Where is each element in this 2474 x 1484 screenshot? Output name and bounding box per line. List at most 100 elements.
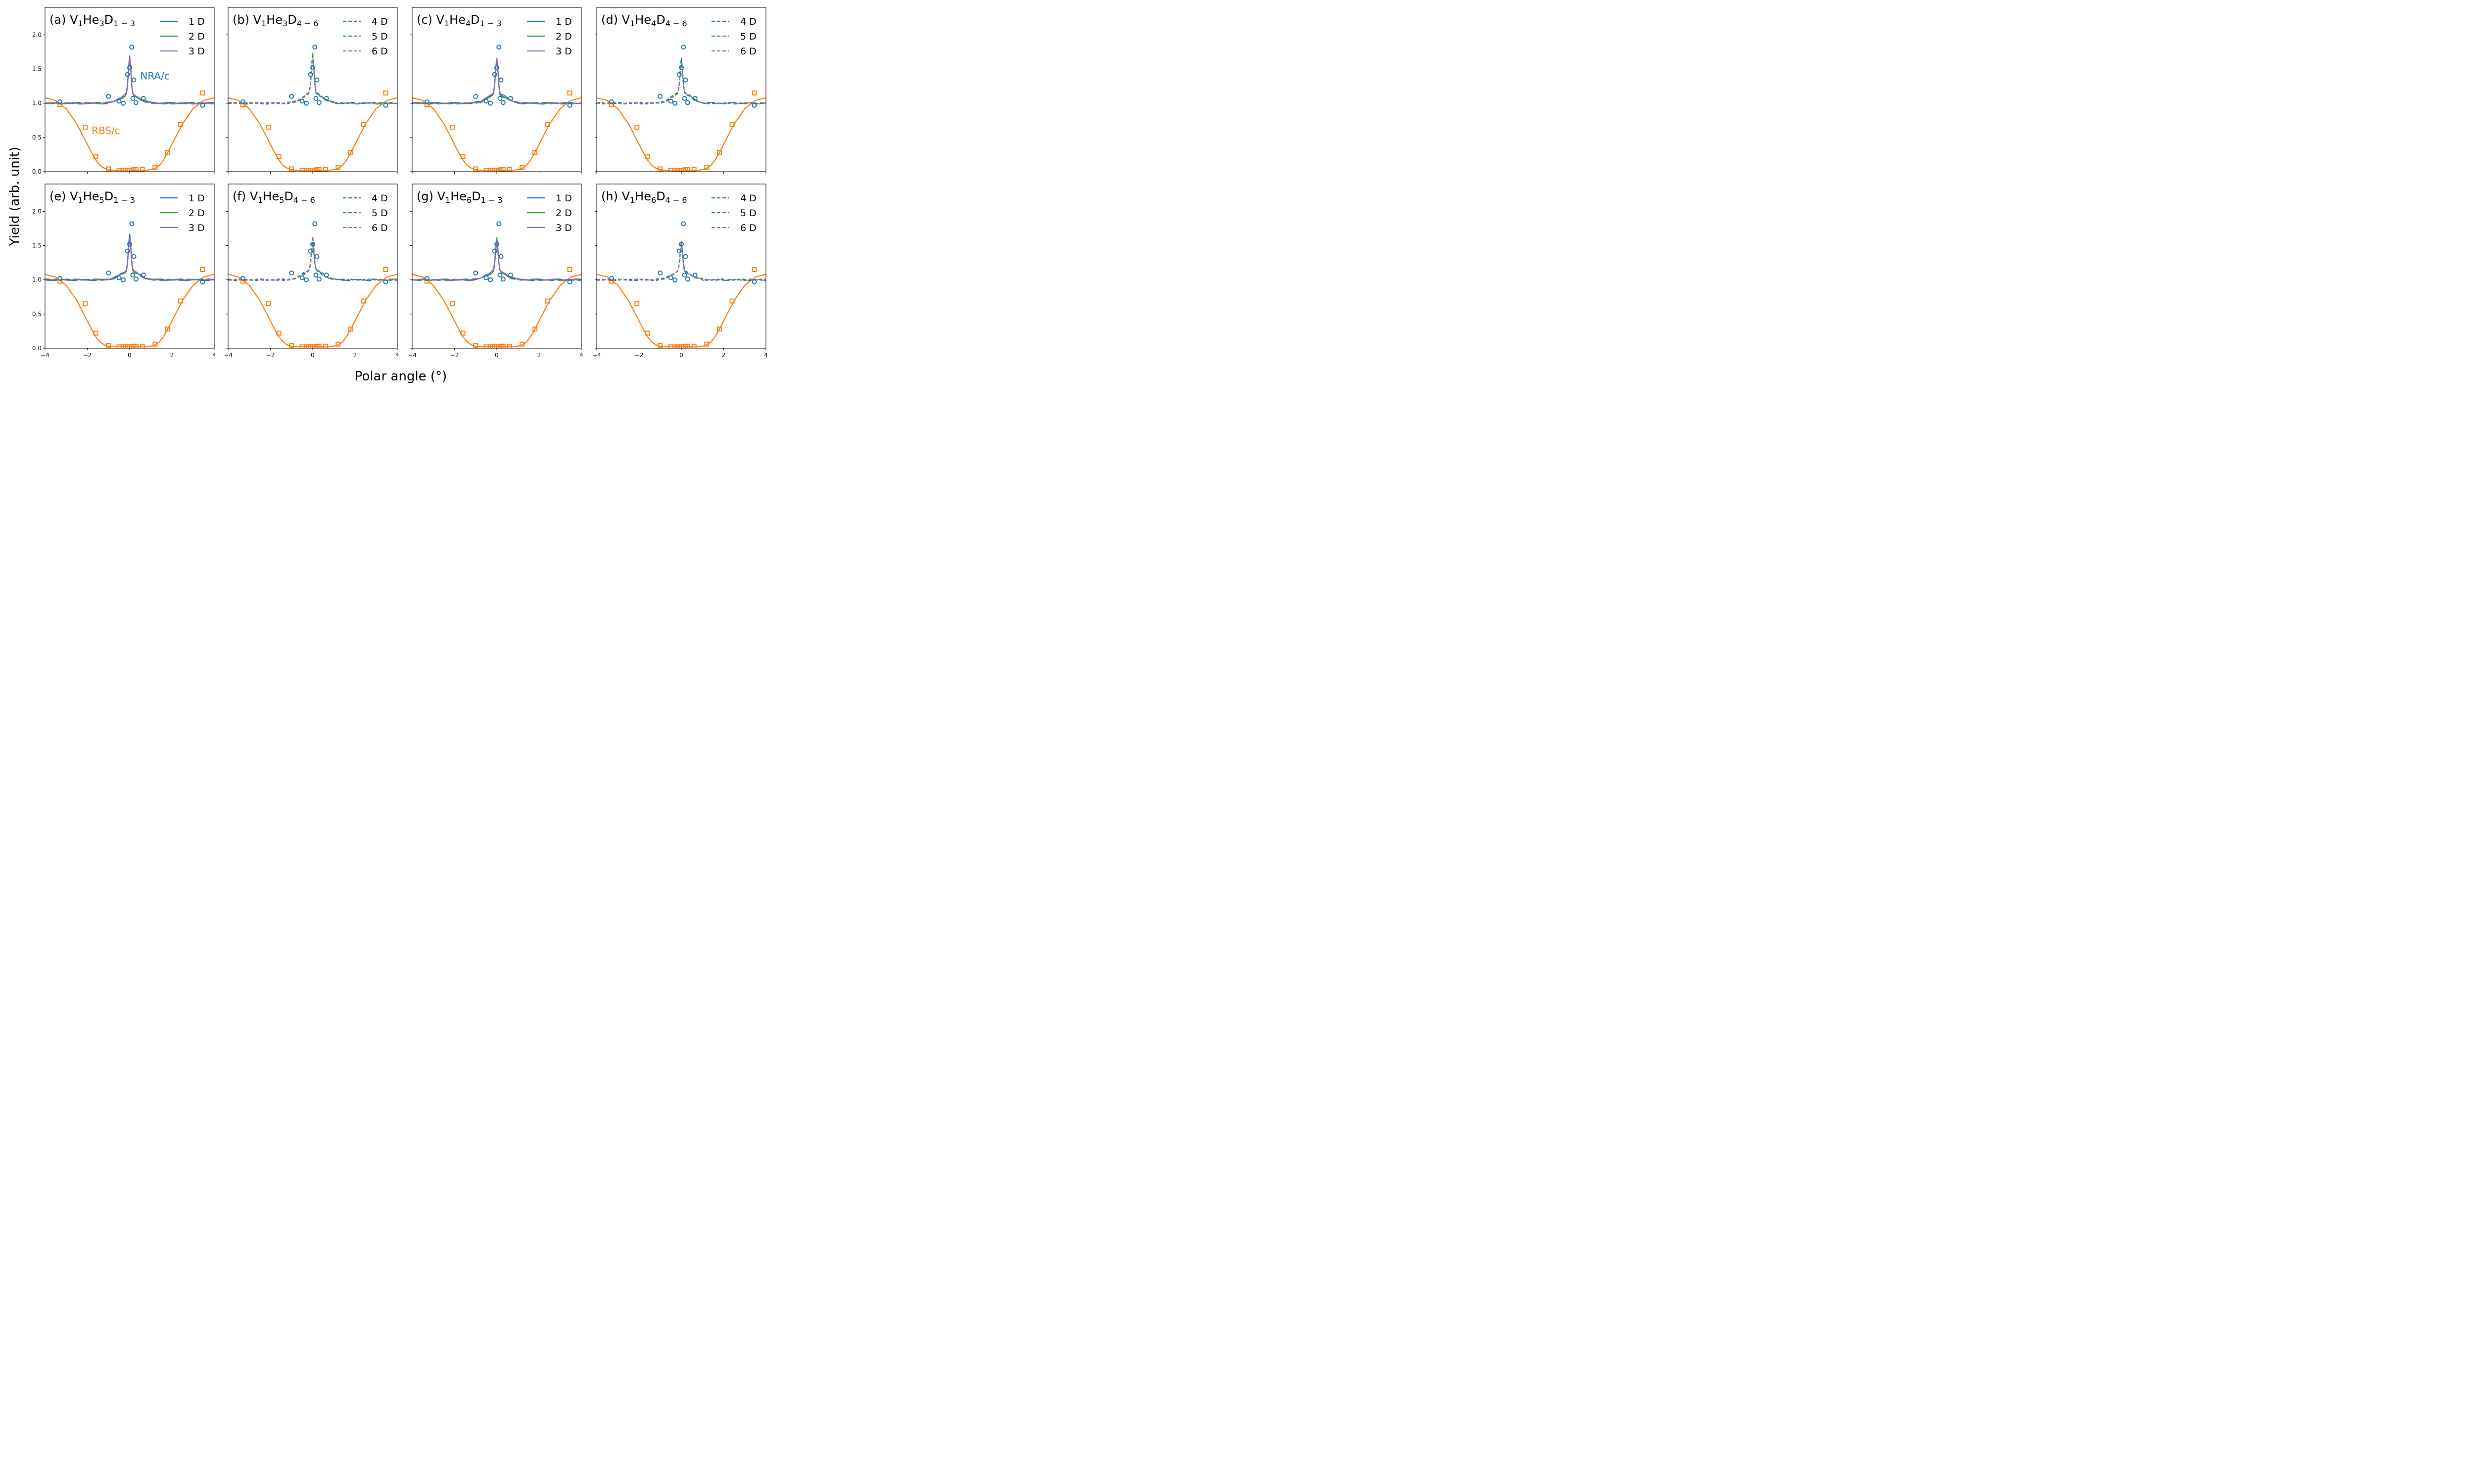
rbs-c-point: [658, 166, 663, 172]
nra-c-point: [57, 276, 62, 281]
rbs-c-point: [645, 154, 650, 159]
legend-label: 2 D: [189, 208, 205, 219]
nra-c-point: [129, 221, 135, 227]
panel-title-part: 1: [630, 19, 635, 28]
nra-c-point: [498, 77, 504, 83]
panel-title-part: He: [449, 13, 466, 27]
nra-c-point: [240, 99, 245, 104]
nra-c-point: [692, 272, 698, 278]
nra-c-point: [125, 72, 130, 77]
panel-title: (b) V1He3D4 − 6: [233, 13, 319, 28]
rbs-c-point: [645, 330, 650, 336]
nra-c-point: [299, 98, 305, 104]
rbs-c-point: [93, 154, 98, 159]
nra-c-point: [483, 275, 489, 280]
plot-area: [45, 221, 214, 348]
rbs-c-curve: [412, 97, 581, 171]
panel-title-part: D: [656, 189, 665, 203]
rbs-c-point: [289, 343, 294, 348]
panel-title-part: 4 − 6: [297, 19, 319, 28]
nra-c-point: [313, 95, 319, 101]
panel-h: −4 −2 0 2 4 (h) V1He6D4 − 6 4 D 5 D 6 D: [592, 184, 768, 359]
nra-c-point: [141, 95, 146, 101]
nra-c-point: [676, 72, 682, 77]
rbs-c-point: [507, 167, 512, 172]
nra-c-point: [304, 100, 309, 106]
rbs-c-point: [266, 301, 271, 307]
x-tick-label: 2: [537, 352, 541, 359]
rbs-c-point: [609, 278, 614, 284]
panel-title-part: 4 − 6: [666, 195, 687, 205]
y-tick-label: 1.0: [32, 277, 42, 283]
panel-title-part: 3: [99, 19, 104, 28]
series-line-2d: [45, 237, 214, 281]
panel-title-part: 4: [651, 19, 656, 28]
series-line-6d: [597, 241, 766, 281]
panel-title: (f) V1He5D4 − 6: [233, 189, 315, 205]
nra-c-point: [500, 277, 506, 282]
nra-c-point: [314, 77, 320, 83]
panel-title-part: 1 − 3: [480, 19, 502, 28]
x-tick-label: −4: [41, 352, 49, 359]
rbs-c-point: [335, 165, 341, 170]
legend-label: 4 D: [740, 193, 757, 204]
panel-title-part: 1: [78, 195, 83, 205]
nra-c-point: [500, 100, 506, 105]
panel-b: (b) V1He3D4 − 6 4 D 5 D 6 D: [226, 7, 398, 174]
rbs-c-point: [752, 267, 757, 272]
legend-label: 3 D: [556, 46, 572, 57]
rbs-c-point: [152, 165, 158, 170]
panel-title-part: 1: [258, 195, 263, 205]
nra-c-point: [658, 93, 663, 99]
rbs-c-point: [200, 90, 205, 95]
rbs-c-point: [520, 341, 525, 347]
panel-title-part: (a) V: [49, 13, 78, 27]
x-tick-label: 2: [170, 352, 174, 359]
nra-c-point: [692, 95, 698, 101]
plot-area: [597, 221, 766, 348]
x-tick-label: 0: [311, 352, 315, 359]
legend-label: 2 D: [189, 31, 205, 42]
series-line-3d: [45, 237, 214, 281]
y-tick-label: 0.0: [32, 345, 42, 352]
rbs-c-point: [634, 301, 640, 307]
plot-area: [228, 221, 397, 348]
rbs-c-point: [240, 278, 245, 284]
panel-title-part: He: [266, 13, 283, 27]
legend-label: 1 D: [556, 193, 572, 204]
rbs-c-point: [729, 122, 735, 127]
rbs-c-point: [545, 298, 550, 304]
panel-title-part: (c) V: [417, 13, 445, 27]
y-tick-label: 2.0: [32, 208, 42, 215]
nra-c-point: [672, 100, 678, 106]
nra-c-point: [314, 254, 320, 259]
rbs-c-point: [507, 343, 512, 348]
rbs-c-point: [424, 278, 429, 284]
panel-title-part: 1 − 3: [113, 19, 135, 28]
rbs-c-point: [609, 102, 614, 107]
y-tick-label: 1.5: [32, 242, 42, 249]
nra-c-point: [508, 95, 513, 101]
x-tick-label: 0: [495, 352, 499, 359]
nra-c-point: [676, 248, 682, 254]
nra-c-point: [308, 248, 313, 254]
legend-label: 5 D: [740, 31, 757, 42]
rbs-c-curve: [45, 274, 214, 348]
series-line-6d: [228, 236, 397, 281]
nra-c-point: [106, 270, 111, 276]
x-tick-label: −2: [83, 352, 92, 359]
y-tick-label: 2.0: [32, 31, 42, 38]
annotation-nrac: NRA/c: [140, 70, 169, 82]
nra-c-point: [488, 277, 493, 282]
panel-title: (d) V1He4D4 − 6: [601, 13, 687, 28]
x-tick-label: 0: [128, 352, 132, 359]
panel-title-part: D: [656, 13, 665, 27]
nra-c-point: [133, 100, 139, 105]
rbs-c-point: [200, 267, 205, 272]
nra-c-point: [131, 254, 137, 259]
rbs-c-point: [289, 166, 294, 172]
x-tick-label: −2: [635, 352, 644, 359]
